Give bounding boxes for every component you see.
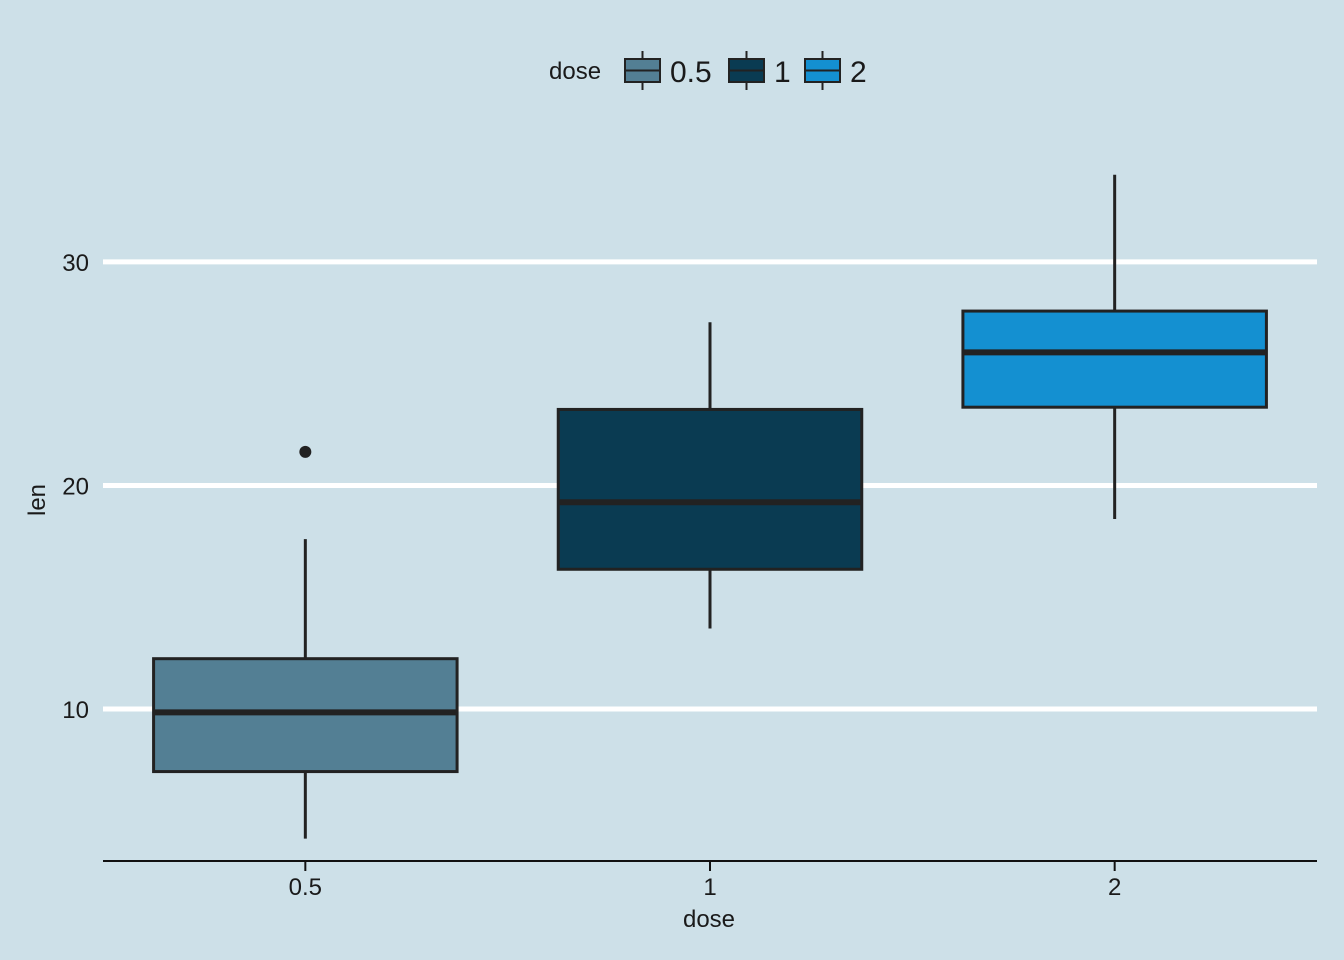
x-axis-title: dose xyxy=(683,906,735,933)
outlier-point xyxy=(299,445,312,458)
box-group xyxy=(556,322,864,629)
y-axis-title: len xyxy=(24,484,51,516)
legend-label: 2 xyxy=(850,56,867,89)
legend-label: 0.5 xyxy=(670,56,712,89)
legend-key xyxy=(804,51,841,90)
y-tick-label: 10 xyxy=(62,697,89,724)
legend-key xyxy=(728,51,765,90)
box-iqr xyxy=(556,407,864,571)
legend: dose 0.5 1 2 xyxy=(549,51,867,90)
legend-label: 1 xyxy=(774,56,791,89)
box-layer xyxy=(152,174,1268,839)
y-tick-label: 20 xyxy=(62,473,89,500)
x-tick-label: 1 xyxy=(703,874,716,901)
x-tick-label: 0.5 xyxy=(289,874,322,901)
legend-title: dose xyxy=(549,58,601,85)
box-group xyxy=(961,174,1268,519)
axis-layer: 10 20 30 0.5 1 2 xyxy=(62,250,1317,901)
legend-key xyxy=(624,51,661,90)
box-group xyxy=(152,445,459,839)
y-tick-label: 30 xyxy=(62,250,89,277)
box-iqr xyxy=(961,309,1268,409)
x-tick-label: 2 xyxy=(1108,874,1121,901)
